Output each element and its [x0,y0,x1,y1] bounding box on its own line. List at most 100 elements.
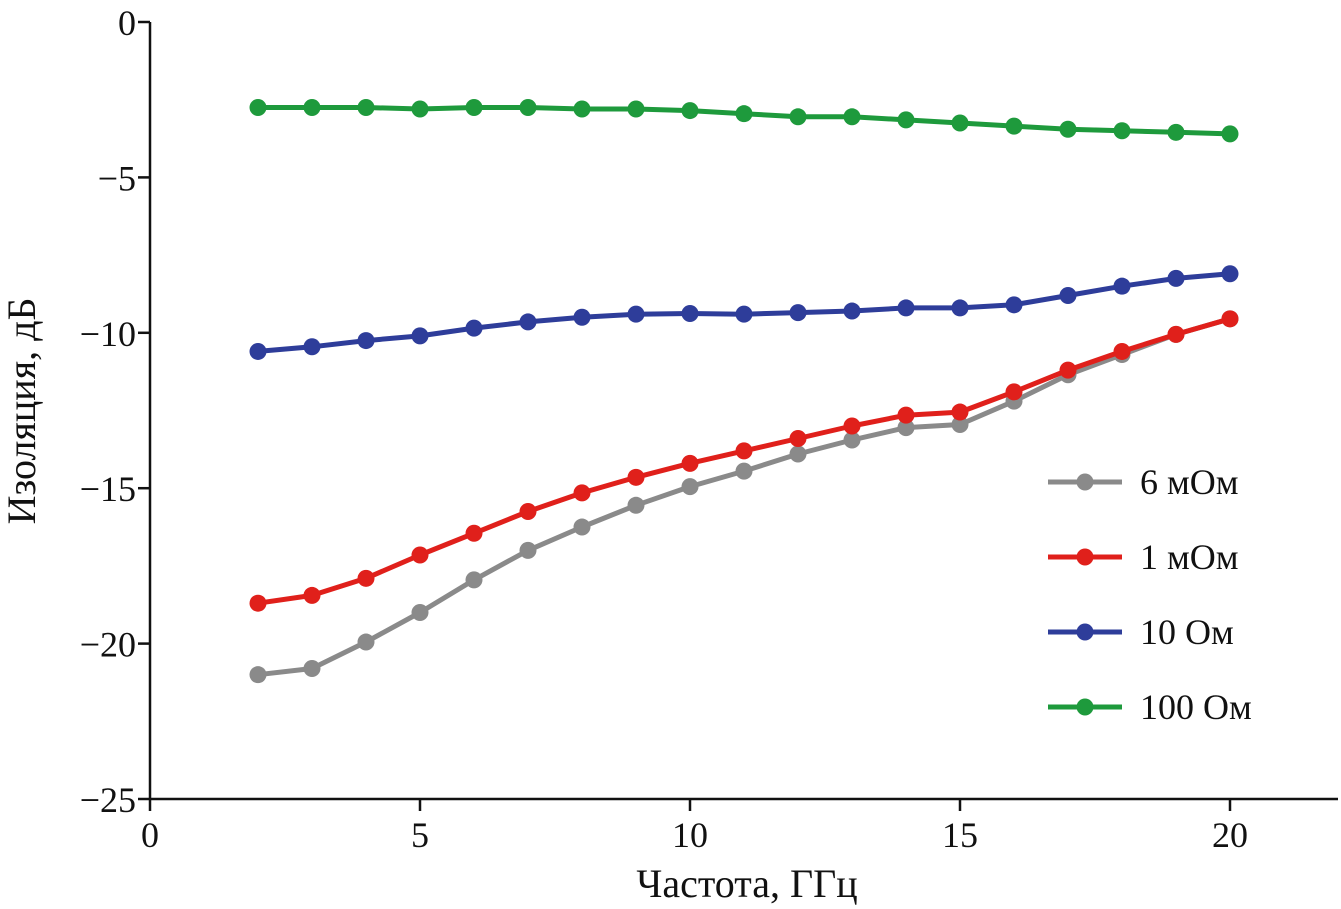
data-point [843,431,861,449]
data-point [1167,123,1185,141]
data-point [357,633,375,651]
data-point [735,105,753,123]
data-point [897,111,915,129]
data-point [1059,361,1077,379]
data-point [843,417,861,435]
data-point [249,594,267,612]
legend-marker [1076,473,1094,491]
data-point [1113,122,1131,140]
legend: 6 мОм 1 мОм 10 Ом 100 Ом [1048,462,1252,727]
data-point [357,98,375,116]
data-point [573,308,591,326]
x-axis-title: Частота, ГГц [636,861,857,906]
data-point [1059,120,1077,138]
data-point [411,100,429,118]
data-point [735,442,753,460]
data-point [681,102,699,120]
data-point [681,478,699,496]
data-point [897,299,915,317]
data-point [249,342,267,360]
data-point [303,98,321,116]
data-point [519,503,537,521]
data-point [897,406,915,424]
data-point [411,604,429,622]
data-point [681,305,699,323]
data-point [735,462,753,480]
data-point [789,429,807,447]
data-point [1113,342,1131,360]
data-point [627,468,645,486]
x-tick-label: 10 [672,815,708,855]
data-point [519,541,537,559]
series-2 [249,265,1239,360]
data-point [627,305,645,323]
data-point [789,108,807,126]
data-point [1005,383,1023,401]
data-point [357,332,375,350]
data-point [573,100,591,118]
x-tick-label: 15 [942,815,978,855]
series-line [255,316,1233,678]
legend-item: 6 мОм [1048,462,1239,502]
y-axis-title: Изоляция, дБ [0,298,44,525]
data-point [843,302,861,320]
y-tick-label: 0 [118,3,136,43]
data-point [1167,325,1185,343]
data-point [411,327,429,345]
legend-marker [1076,698,1094,716]
axes: 0−5−10−15−20−250 5 10 15 20 [80,3,1338,855]
data-point [843,108,861,126]
data-point [735,305,753,323]
data-point [951,403,969,421]
data-point [789,304,807,322]
legend-item: 100 Ом [1048,687,1252,727]
data-point [573,518,591,536]
data-point [303,659,321,677]
data-point [519,98,537,116]
legend-marker [1076,548,1094,566]
x-tick-label: 5 [411,815,429,855]
data-point [951,114,969,132]
data-point [627,100,645,118]
data-point [303,338,321,356]
x-tick-label: 20 [1212,815,1248,855]
data-point [627,496,645,514]
data-point [897,419,915,437]
data-point [681,454,699,472]
data-point [573,484,591,502]
data-point [465,571,483,589]
y-tick-label: −20 [80,625,136,665]
legend-label: 6 мОм [1140,462,1239,502]
data-point [1005,117,1023,135]
data-point [465,319,483,337]
data-point [1167,269,1185,287]
data-point [249,98,267,116]
data-point [465,98,483,116]
legend-label: 1 мОм [1140,537,1239,577]
data-point [1221,265,1239,283]
y-tick-label: −15 [80,469,136,509]
data-point [519,313,537,331]
data-point [411,546,429,564]
legend-item: 1 мОм [1048,537,1239,577]
data-point [789,445,807,463]
data-point [303,586,321,604]
y-tick-label: −5 [98,158,136,198]
data-point [1221,310,1239,328]
data-point [1059,287,1077,305]
legend-label: 100 Ом [1140,687,1252,727]
series-layer [249,98,1239,684]
legend-item: 10 Ом [1048,612,1234,652]
series-3 [249,98,1239,143]
legend-label: 10 Ом [1140,612,1234,652]
data-point [249,666,267,684]
data-point [951,299,969,317]
x-tick-label: 0 [141,815,159,855]
data-point [1221,125,1239,143]
y-tick-label: −10 [80,314,136,354]
y-tick-label: −25 [80,780,136,820]
legend-marker [1076,623,1094,641]
series-1 [249,310,1239,612]
data-point [951,415,969,433]
data-point [357,569,375,587]
